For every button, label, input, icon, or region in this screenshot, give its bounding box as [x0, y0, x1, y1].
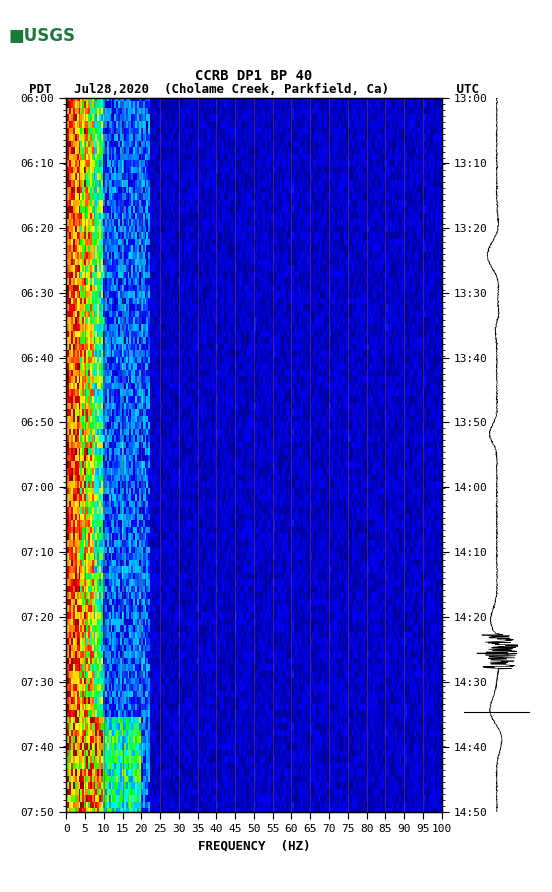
Text: ■USGS: ■USGS — [9, 27, 76, 45]
X-axis label: FREQUENCY  (HZ): FREQUENCY (HZ) — [198, 839, 310, 852]
Text: PDT   Jul28,2020  (Cholame Creek, Parkfield, Ca)         UTC: PDT Jul28,2020 (Cholame Creek, Parkfield… — [29, 83, 479, 95]
Text: CCRB DP1 BP 40: CCRB DP1 BP 40 — [195, 69, 312, 83]
